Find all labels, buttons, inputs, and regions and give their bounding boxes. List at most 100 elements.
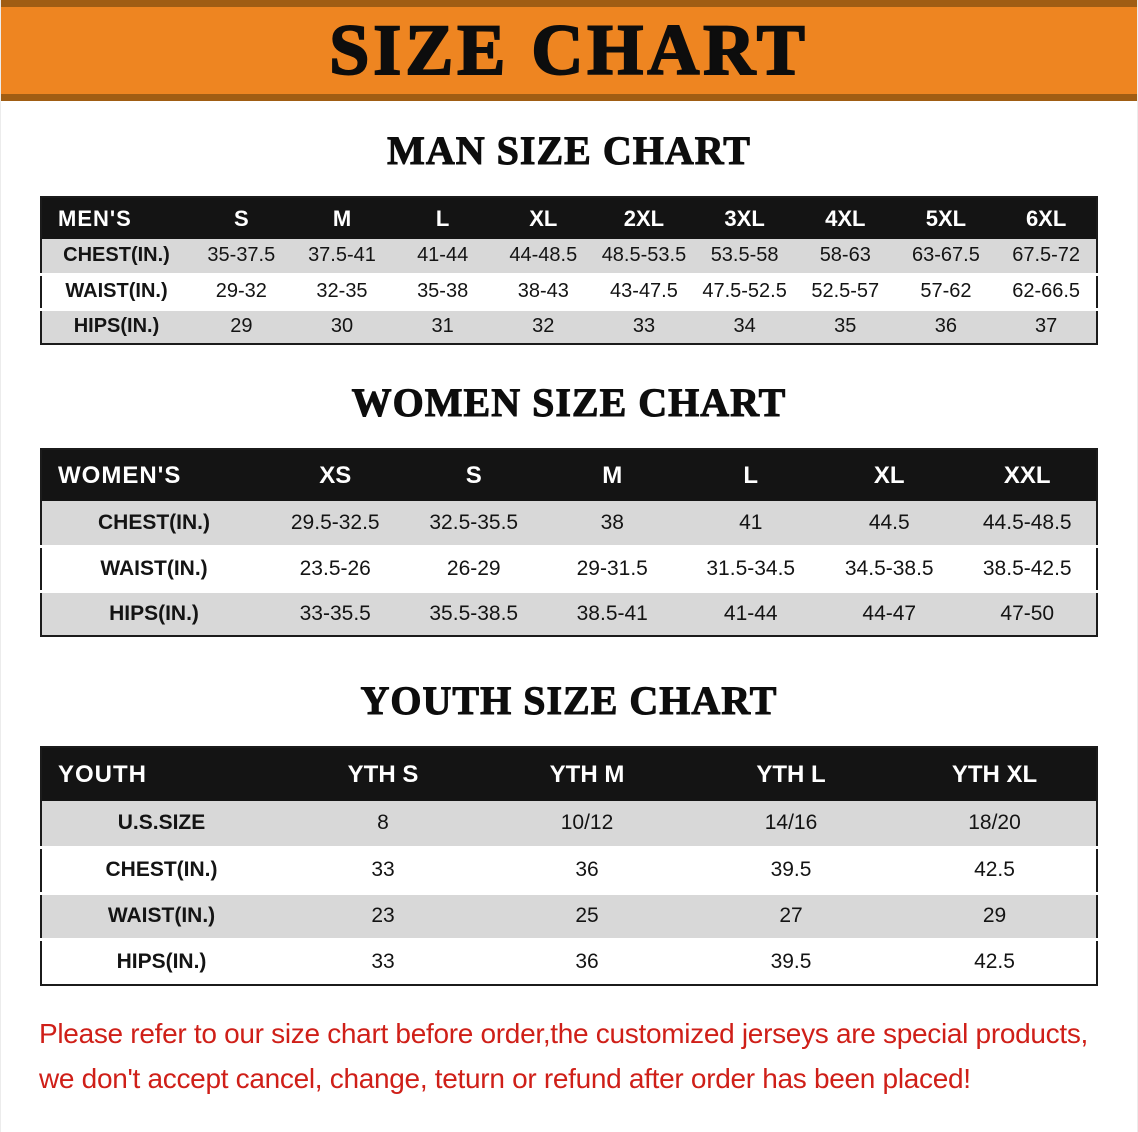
cell: 32 (492, 309, 594, 344)
cell: 38 (543, 501, 682, 548)
cell: 31 (392, 309, 493, 344)
column-header: M (543, 449, 682, 501)
cell: 44-48.5 (492, 239, 594, 276)
cell: 41-44 (681, 591, 820, 636)
row-label: HIPS(IN.) (41, 309, 191, 344)
women-waist-row: WAIST(IN.) 23.5-26 26-29 29-31.5 31.5-34… (41, 546, 1097, 593)
column-header: M (291, 197, 393, 239)
cell: 27 (689, 893, 893, 941)
cell: 31.5-34.5 (681, 546, 820, 593)
row-label: HIPS(IN.) (41, 939, 281, 985)
row-label: CHEST(IN.) (41, 501, 266, 548)
cell: 23.5-26 (266, 546, 405, 593)
row-label: WAIST(IN.) (41, 546, 266, 593)
cell: 47-50 (958, 591, 1097, 636)
column-header: 4XL (794, 197, 896, 239)
column-header: 5XL (895, 197, 997, 239)
youth-size-table: YOUTH YTH S YTH M YTH L YTH XL U.S.SIZE … (40, 746, 1098, 986)
footer-notice: Please refer to our size chart before or… (39, 1012, 1099, 1102)
cell: 29 (191, 309, 292, 344)
men-size-table: MEN'S S M L XL 2XL 3XL 4XL 5XL 6XL CHEST… (40, 196, 1098, 345)
row-label: WAIST(IN.) (41, 274, 191, 311)
row-label: HIPS(IN.) (41, 591, 266, 636)
column-header: 2XL (593, 197, 695, 239)
youth-heading: YOUTH SIZE CHART (360, 678, 778, 724)
men-heading: MAN SIZE CHART (387, 128, 751, 174)
cell: 36 (485, 939, 689, 985)
page-title: SIZE CHART (328, 9, 809, 91)
cell: 10/12 (485, 801, 689, 849)
cell: 8 (281, 801, 485, 849)
women-heading: WOMEN SIZE CHART (351, 380, 787, 426)
column-header: XL (492, 197, 594, 239)
cell: 38.5-42.5 (958, 546, 1097, 593)
cell: 34 (694, 309, 795, 344)
cell: 57-62 (895, 274, 997, 311)
cell: 18/20 (893, 801, 1097, 849)
women-chest-row: CHEST(IN.) 29.5-32.5 32.5-35.5 38 41 44.… (41, 501, 1097, 548)
cell: 47.5-52.5 (694, 274, 795, 311)
column-header: 3XL (694, 197, 795, 239)
cell: 42.5 (893, 939, 1097, 985)
row-label: CHEST(IN.) (41, 847, 281, 895)
cell: 38-43 (492, 274, 594, 311)
row-label: WAIST(IN.) (41, 893, 281, 941)
cell: 62-66.5 (996, 274, 1097, 311)
men-waist-row: WAIST(IN.) 29-32 32-35 35-38 38-43 43-47… (41, 274, 1097, 311)
cell: 42.5 (893, 847, 1097, 895)
cell: 37.5-41 (291, 239, 393, 276)
cell: 44-47 (820, 591, 959, 636)
cell: 53.5-58 (694, 239, 795, 276)
notice-line-1: Please refer to our size chart before or… (39, 1018, 1089, 1049)
cell: 36 (485, 847, 689, 895)
cell: 33 (593, 309, 695, 344)
women-header-row: WOMEN'S XS S M L XL XXL (41, 449, 1097, 501)
cell: 43-47.5 (593, 274, 695, 311)
cell: 14/16 (689, 801, 893, 849)
cell: 67.5-72 (996, 239, 1097, 276)
cell: 29.5-32.5 (266, 501, 405, 548)
cell: 48.5-53.5 (593, 239, 695, 276)
women-size-table: WOMEN'S XS S M L XL XXL CHEST(IN.) 29.5-… (40, 448, 1098, 637)
cell: 52.5-57 (794, 274, 896, 311)
row-label: U.S.SIZE (41, 801, 281, 849)
notice-line-2: we don't accept cancel, change, teturn o… (39, 1062, 971, 1094)
youth-header-row: YOUTH YTH S YTH M YTH L YTH XL (41, 747, 1097, 801)
column-header: YTH S (281, 747, 485, 801)
cell: 33-35.5 (266, 591, 405, 636)
cell: 35-38 (392, 274, 493, 311)
cell: 63-67.5 (895, 239, 997, 276)
column-header: L (392, 197, 493, 239)
cell: 35 (794, 309, 896, 344)
cell: 35-37.5 (191, 239, 292, 276)
cell: 44.5 (820, 501, 959, 548)
cell: 32.5-35.5 (404, 501, 543, 548)
men-section: MAN SIZE CHART MEN'S S M L XL 2XL 3XL 4X… (1, 127, 1137, 345)
youth-ussize-row: U.S.SIZE 8 10/12 14/16 18/20 (41, 801, 1097, 849)
column-header: XL (820, 449, 959, 501)
women-table-label: WOMEN'S (41, 449, 266, 501)
youth-table-label: YOUTH (41, 747, 281, 801)
women-hips-row: HIPS(IN.) 33-35.5 35.5-38.5 38.5-41 41-4… (41, 591, 1097, 636)
column-header: XXL (958, 449, 1097, 501)
cell: 25 (485, 893, 689, 941)
column-header: YTH M (485, 747, 689, 801)
column-header: YTH XL (893, 747, 1097, 801)
youth-section: YOUTH SIZE CHART YOUTH YTH S YTH M YTH L… (1, 677, 1137, 986)
cell: 35.5-38.5 (404, 591, 543, 636)
column-header: S (404, 449, 543, 501)
cell: 26-29 (404, 546, 543, 593)
men-chest-row: CHEST(IN.) 35-37.5 37.5-41 41-44 44-48.5… (41, 239, 1097, 276)
column-header: L (681, 449, 820, 501)
cell: 33 (281, 939, 485, 985)
cell: 33 (281, 847, 485, 895)
row-label: CHEST(IN.) (41, 239, 191, 276)
cell: 41-44 (392, 239, 493, 276)
cell: 23 (281, 893, 485, 941)
women-section: WOMEN SIZE CHART WOMEN'S XS S M L XL XXL… (1, 379, 1137, 637)
cell: 29-32 (191, 274, 292, 311)
column-header: 6XL (996, 197, 1097, 239)
cell: 58-63 (794, 239, 896, 276)
youth-waist-row: WAIST(IN.) 23 25 27 29 (41, 893, 1097, 941)
